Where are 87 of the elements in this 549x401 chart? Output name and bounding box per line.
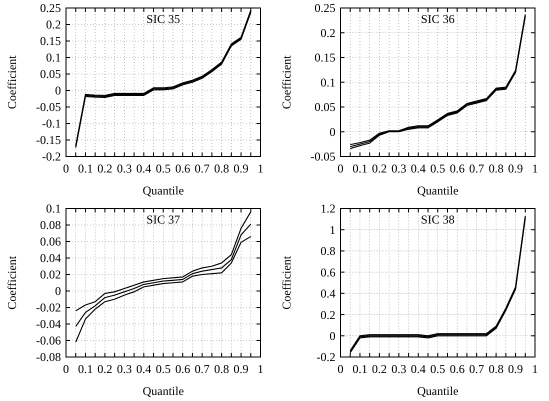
y-tick-label: -0.08 bbox=[36, 350, 61, 364]
y-tick-label: 0.25 bbox=[40, 1, 61, 16]
x-tick-label: 0.7 bbox=[194, 162, 210, 176]
x-tick-label: 0.1 bbox=[352, 162, 368, 176]
y-tick-label: -0.15 bbox=[36, 133, 61, 148]
x-tick-label: 0.3 bbox=[116, 162, 132, 176]
y-axis-title: Coefficient bbox=[280, 54, 294, 110]
x-tick-label: 0.1 bbox=[78, 162, 93, 176]
x-tick-label: 0.6 bbox=[175, 162, 190, 176]
x-tick-label: 0.7 bbox=[469, 162, 484, 176]
y-axis-title: Coefficient bbox=[5, 54, 19, 110]
y-tick-label: 0.1 bbox=[320, 75, 336, 90]
x-tick-label: 0.9 bbox=[234, 162, 249, 176]
y-tick-label: 0.08 bbox=[40, 218, 61, 232]
y-tick-label: 0.15 bbox=[40, 34, 61, 48]
x-tick-label: 0.5 bbox=[430, 362, 446, 376]
y-tick-label: 0 bbox=[330, 124, 336, 139]
y-tick-label: 0.05 bbox=[314, 100, 336, 114]
y-tick-label: 0.4 bbox=[320, 286, 336, 301]
x-axis-title: Quantile bbox=[142, 184, 184, 198]
y-tick-label: 0 bbox=[55, 284, 61, 298]
x-tick-label: 0.2 bbox=[97, 162, 112, 176]
x-tick-label: 0.6 bbox=[450, 362, 465, 376]
x-tick-label: 0.5 bbox=[156, 162, 171, 176]
x-tick-label: 0.6 bbox=[175, 362, 190, 376]
x-axis-title: Quantile bbox=[142, 384, 184, 398]
x-tick-label: 0.4 bbox=[410, 362, 426, 376]
chart-title: SIC 35 bbox=[146, 12, 180, 26]
y-axis-title: Coefficient bbox=[5, 255, 19, 310]
y-tick-label: 1 bbox=[330, 222, 336, 237]
y-tick-label: 0.2 bbox=[320, 26, 336, 40]
x-tick-label: 0.3 bbox=[116, 362, 132, 376]
x-axis-title: Quantile bbox=[417, 184, 458, 198]
y-tick-label: 0.02 bbox=[40, 268, 61, 282]
y-tick-label: 0.1 bbox=[46, 202, 61, 216]
x-tick-label: 0.5 bbox=[156, 362, 171, 376]
x-tick-label: 0.3 bbox=[391, 162, 406, 176]
x-tick-label: 0.8 bbox=[214, 162, 230, 176]
x-tick-label: 1 bbox=[258, 162, 264, 176]
y-tick-label: -0.05 bbox=[36, 100, 61, 114]
chart-title: SIC 38 bbox=[420, 212, 455, 226]
x-tick-label: 0.9 bbox=[508, 162, 524, 176]
x-tick-label: 1 bbox=[532, 362, 538, 376]
y-tick-label: 0.06 bbox=[40, 234, 61, 249]
y-tick-label: -0.06 bbox=[36, 334, 61, 348]
y-tick-label: 0 bbox=[330, 328, 336, 343]
y-tick-label: 0.6 bbox=[320, 265, 336, 280]
y-tick-label: 0 bbox=[55, 84, 61, 98]
x-tick-label: 0.2 bbox=[97, 362, 112, 376]
chart-title: SIC 36 bbox=[420, 12, 455, 26]
y-tick-label: -0.05 bbox=[310, 150, 336, 164]
x-tick-label: 0.6 bbox=[450, 162, 465, 176]
y-tick-label: 0.1 bbox=[46, 50, 61, 65]
x-tick-label: 0.7 bbox=[194, 362, 210, 376]
x-axis-title: Quantile bbox=[417, 384, 458, 398]
y-tick-label: 0.15 bbox=[314, 50, 336, 65]
y-tick-label: 0.8 bbox=[320, 244, 336, 258]
y-tick-label: 0.04 bbox=[40, 251, 61, 266]
x-tick-label: 0.9 bbox=[234, 362, 249, 376]
x-tick-label: 0.5 bbox=[430, 162, 446, 176]
x-tick-label: 0.2 bbox=[372, 162, 387, 176]
x-tick-label: 0.7 bbox=[469, 362, 484, 376]
y-tick-label: -0.2 bbox=[316, 350, 336, 364]
x-tick-label: 0.4 bbox=[136, 362, 152, 376]
y-tick-label: 0.05 bbox=[40, 67, 61, 82]
y-tick-label: 0.25 bbox=[314, 1, 336, 16]
y-axis-title: Coefficient bbox=[280, 255, 294, 310]
y-tick-label: -0.02 bbox=[36, 300, 61, 315]
y-tick-label: 0.2 bbox=[320, 308, 336, 322]
x-tick-label: 0.4 bbox=[410, 162, 426, 176]
x-tick-label: 1 bbox=[258, 362, 264, 376]
x-tick-label: 0.3 bbox=[391, 362, 406, 376]
y-tick-label: -0.1 bbox=[42, 116, 61, 131]
x-tick-label: 1 bbox=[532, 162, 538, 176]
x-tick-label: 0.1 bbox=[352, 362, 368, 376]
y-tick-label: 0.2 bbox=[46, 18, 61, 32]
y-tick-label: 1.2 bbox=[320, 202, 336, 216]
x-tick-label: 0.4 bbox=[136, 162, 152, 176]
x-tick-label: 0.1 bbox=[78, 362, 93, 376]
chart-title: SIC 37 bbox=[146, 212, 180, 226]
x-tick-label: 0.9 bbox=[508, 362, 524, 376]
x-tick-label: 0.2 bbox=[372, 362, 387, 376]
y-tick-label: -0.2 bbox=[42, 150, 61, 164]
x-tick-label: 0.8 bbox=[214, 362, 230, 376]
x-tick-label: 0.8 bbox=[488, 162, 504, 176]
x-tick-label: 0.8 bbox=[488, 362, 504, 376]
y-tick-label: -0.04 bbox=[36, 317, 61, 332]
